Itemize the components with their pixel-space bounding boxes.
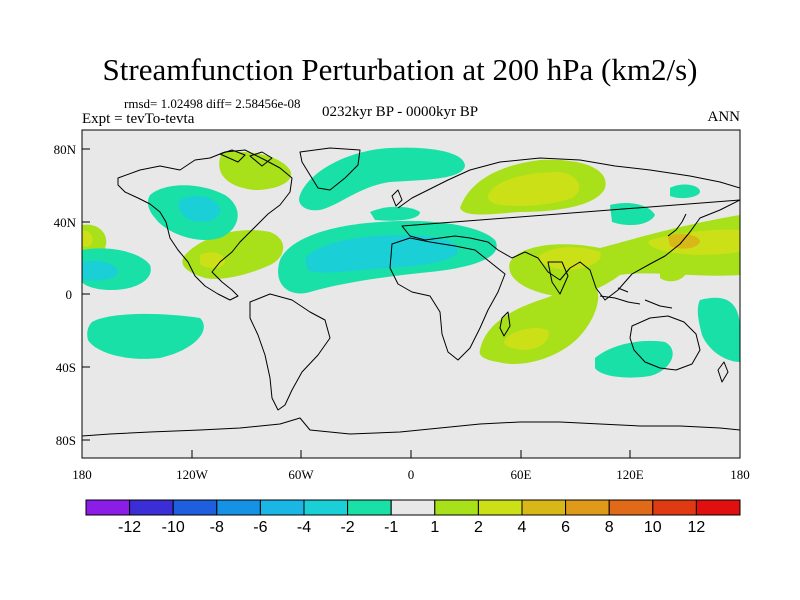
lon-label: 60W — [288, 467, 314, 482]
coast-british-isles — [391, 189, 403, 207]
season-label: ANN — [707, 109, 741, 125]
stats-text: rmsd= 1.02498 diff= 2.58456e-08 — [124, 96, 301, 111]
lon-label: 180 — [730, 467, 750, 482]
contour-yellow-eurasia — [487, 172, 580, 206]
lon-label: 180 — [72, 467, 92, 482]
lon-label: 60E — [511, 467, 532, 482]
map-background — [82, 130, 740, 458]
colorbar-label: -1 — [384, 519, 398, 536]
period-label: 0232kyr BP - 0000kyr BP — [321, 104, 479, 120]
colorbar-swatch — [565, 499, 610, 516]
colorbar-label: 6 — [561, 519, 570, 536]
coast-arctic-islands — [219, 149, 273, 167]
colorbar-swatch — [172, 499, 218, 516]
colorbar — [85, 499, 741, 516]
colorbar-swatch — [85, 499, 131, 516]
contour-yellow-indian — [504, 328, 549, 350]
contour-orange-japan — [668, 234, 700, 249]
axis-ticks — [81, 148, 741, 458]
experiment-label: Expt = tevTo-tevta — [82, 111, 195, 127]
contour-teal-north-atlantic — [299, 147, 465, 211]
contour-teal-nw-pacific — [670, 184, 700, 199]
coast-south-america — [249, 293, 331, 411]
contour-cyan-canada — [178, 195, 221, 222]
colorbar-label: 8 — [605, 519, 614, 536]
lon-label: 120W — [176, 467, 209, 482]
contour-yellow-asia — [539, 247, 601, 270]
colorbar-label: -4 — [297, 519, 311, 536]
contour-teal-south-indian — [595, 340, 673, 378]
contour-green-japan — [660, 258, 689, 282]
contour-yellow-west-edge — [82, 230, 93, 247]
coast-india — [547, 261, 569, 295]
contour-teal-aus — [697, 297, 740, 362]
colorbar-label: -10 — [162, 519, 185, 536]
contour-cyan-atlantic — [305, 235, 459, 273]
colorbar-label: -8 — [210, 519, 224, 536]
coast-antarctica — [82, 417, 740, 437]
colorbar-label: 1 — [430, 519, 439, 536]
contour-cyan-eastpac — [82, 260, 118, 281]
coast-eurasia — [397, 157, 740, 301]
contour-teal-southpac — [87, 313, 204, 359]
coast-madagascar — [499, 311, 511, 337]
colorbar-label: -6 — [253, 519, 267, 536]
lon-label: 120E — [616, 467, 644, 482]
contour-fields — [82, 147, 740, 378]
contour-teal-sea — [610, 203, 655, 226]
colorbar-swatch — [303, 499, 349, 516]
colorbar-label: 12 — [688, 519, 706, 536]
coastlines — [82, 147, 740, 437]
colorbar-swatch — [434, 499, 479, 516]
colorbar-swatch — [652, 499, 697, 516]
contour-teal-central — [370, 206, 420, 221]
colorbar-label: 2 — [474, 519, 483, 536]
coast-africa — [389, 237, 506, 361]
coast-new-zealand — [717, 361, 729, 383]
colorbar-label: 10 — [644, 519, 662, 536]
colorbar-swatch — [608, 499, 654, 516]
colorbar-swatch — [129, 499, 174, 516]
lon-label: 0 — [408, 467, 415, 482]
colorbar-swatch — [216, 499, 261, 516]
lat-label: 40S — [56, 360, 76, 375]
coast-greenland — [299, 147, 361, 191]
colorbar-swatch — [477, 499, 523, 516]
colorbar-label: -12 — [118, 519, 141, 536]
colorbar-swatch — [390, 499, 436, 516]
colorbar-label: -2 — [340, 519, 354, 536]
lat-label: 0 — [66, 287, 73, 302]
lat-label: 80S — [56, 433, 76, 448]
colorbar-swatch — [521, 499, 567, 516]
colorbar-swatch — [695, 499, 741, 516]
colorbar-swatch — [347, 499, 392, 516]
map-title: Streamfunction Perturbation at 200 hPa (… — [102, 52, 698, 87]
colorbar-labels: -12 -10 -8 -6 -4 -2 -1 1 2 4 6 8 10 12 — [118, 519, 705, 536]
colorbar-swatch — [259, 499, 305, 516]
coast-indonesia — [599, 287, 673, 309]
colorbar-label: 4 — [518, 519, 527, 536]
coast-japan — [667, 213, 687, 237]
lat-label: 40N — [54, 215, 77, 230]
coast-australia — [629, 315, 701, 371]
lat-label: 80N — [54, 142, 77, 157]
lon-labels: 180 120W 60W 0 60E 120E 180 — [72, 467, 750, 482]
lat-labels: 80N 40N 0 40S 80S — [54, 142, 77, 448]
